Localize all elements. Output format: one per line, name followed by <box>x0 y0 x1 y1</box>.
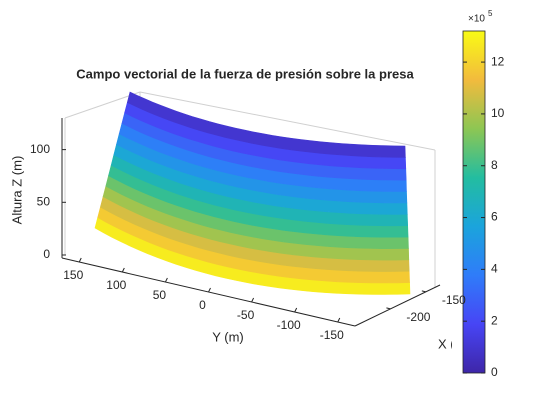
chart-title: Campo vectorial de la fuerza de presión … <box>76 66 414 81</box>
y-tick-label: -50 <box>237 308 255 322</box>
colorbar-tick-label: 2 <box>491 313 498 327</box>
y-tick <box>337 317 341 323</box>
y-tick <box>121 267 125 273</box>
colorbar-tick-label: 10 <box>491 106 505 120</box>
z-tick-label: 100 <box>30 142 50 156</box>
y-tick-label: 100 <box>106 278 126 292</box>
y-tick-label: 50 <box>153 288 167 302</box>
colorbar-tick-label: 12 <box>491 54 505 68</box>
y-tick <box>294 307 298 313</box>
x-tick <box>386 307 391 310</box>
colorbar-tick-label: 6 <box>491 210 498 224</box>
z-axis-label: Altura Z (m) <box>9 156 24 225</box>
x-tick-label: -200 <box>406 310 430 324</box>
x-tick-label: -150 <box>442 293 466 307</box>
y-axis-label: Y (m) <box>212 329 244 344</box>
y-tick-label: 150 <box>63 268 83 282</box>
y-tick-label: -150 <box>320 328 344 342</box>
z-tick-label: 0 <box>43 247 50 261</box>
y-tick <box>251 297 255 303</box>
surface <box>94 91 411 295</box>
y-tick <box>208 287 211 293</box>
y-tick-label: 0 <box>199 298 206 312</box>
box-edge <box>64 91 141 119</box>
colorbar <box>462 30 486 374</box>
y-tick <box>78 257 82 263</box>
box-edge <box>139 91 436 151</box>
y-tick <box>164 277 168 283</box>
surface-band <box>126 91 406 158</box>
colorbar-tick-label: 0 <box>491 365 498 379</box>
z-tick-label: 50 <box>37 194 51 208</box>
x-tick <box>421 290 426 293</box>
colorbar-exponent: 5 <box>488 9 493 18</box>
y-tick-label: -100 <box>277 318 301 332</box>
colorbar-tick-label: 4 <box>491 262 498 276</box>
colorbar-multiplier: ×10 <box>468 14 485 25</box>
colorbar-tick-label: 8 <box>491 158 498 172</box>
